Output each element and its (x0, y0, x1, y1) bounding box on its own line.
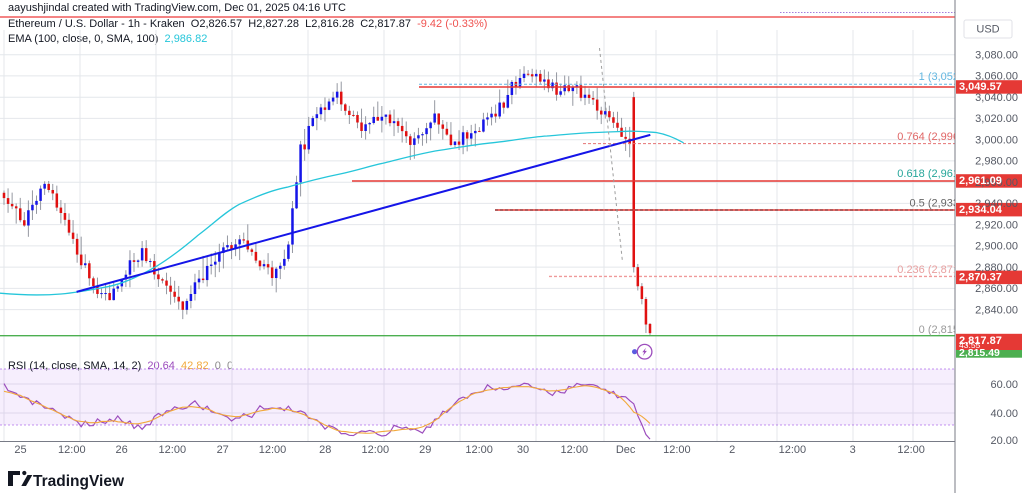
svg-text:2,920.00: 2,920.00 (975, 220, 1018, 232)
svg-text:12:00: 12:00 (259, 444, 287, 456)
svg-text:USD: USD (976, 24, 999, 36)
svg-text:3,040.00: 3,040.00 (975, 92, 1018, 104)
svg-text:12:00: 12:00 (362, 444, 390, 456)
svg-text:2,961.09: 2,961.09 (959, 175, 1002, 187)
svg-text:26: 26 (115, 444, 127, 456)
svg-text:2,840.00: 2,840.00 (975, 305, 1018, 317)
svg-text:Dec: Dec (616, 444, 636, 456)
svg-text:3,020.00: 3,020.00 (975, 113, 1018, 125)
svg-text:2,815.49: 2,815.49 (959, 347, 1000, 359)
svg-text:2,860.00: 2,860.00 (975, 283, 1018, 295)
svg-text:25: 25 (14, 444, 26, 456)
svg-text:2,900.00: 2,900.00 (975, 241, 1018, 253)
svg-text:12:00: 12:00 (58, 444, 86, 456)
svg-text:20.00: 20.00 (990, 435, 1018, 447)
svg-text:27: 27 (217, 444, 229, 456)
svg-text:2,980.00: 2,980.00 (975, 156, 1018, 168)
svg-text:12:00: 12:00 (561, 444, 589, 456)
svg-text:12:00: 12:00 (159, 444, 187, 456)
svg-text:3,080.00: 3,080.00 (975, 50, 1018, 62)
svg-text:TradingView: TradingView (33, 473, 125, 490)
svg-text:12:00: 12:00 (897, 444, 925, 456)
svg-text:12:00: 12:00 (663, 444, 691, 456)
svg-text:60.00: 60.00 (990, 379, 1018, 391)
svg-text:12:00: 12:00 (779, 444, 807, 456)
svg-text:2,870.37: 2,870.37 (959, 272, 1002, 284)
svg-text:29: 29 (419, 444, 431, 456)
svg-text:28: 28 (319, 444, 331, 456)
svg-text:3,000.00: 3,000.00 (975, 135, 1018, 147)
svg-text:12:00: 12:00 (465, 444, 493, 456)
svg-text:2,934.04: 2,934.04 (959, 204, 1003, 216)
svg-text:40.00: 40.00 (990, 408, 1018, 420)
svg-text:30: 30 (517, 444, 529, 456)
svg-text:2: 2 (729, 444, 735, 456)
svg-text:3,049.57: 3,049.57 (959, 81, 1002, 93)
svg-text:3: 3 (850, 444, 856, 456)
